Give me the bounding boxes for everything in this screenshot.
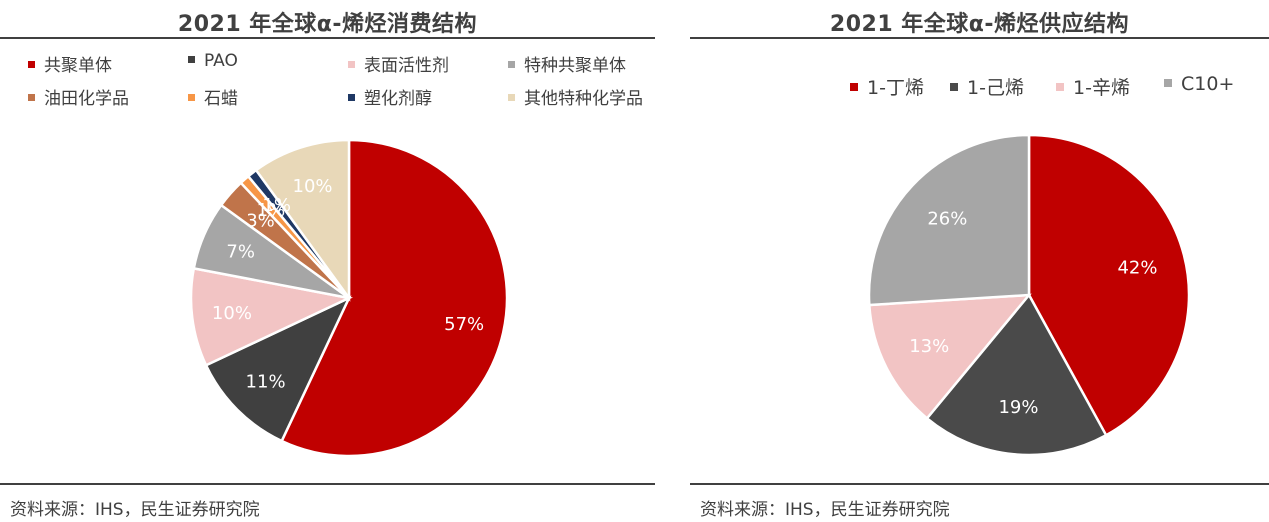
pie-slice-4 <box>867 133 1031 307</box>
legend-swatch <box>28 93 35 101</box>
legend-swatch <box>850 82 858 91</box>
pie-data-label-5: 3% <box>246 210 275 231</box>
legend-item-5: 油田化学品 <box>28 84 129 109</box>
right-pie-chart: 42% 19% 13% 26% <box>867 133 1191 457</box>
right-chart-panel: 2021 年全球α-烯烃供应结构 1-丁烯 1-己烯 1-辛烯 C10+ 42% 19%… <box>690 0 1269 522</box>
legend-label: 石蜡 <box>204 89 238 109</box>
left-top-rule <box>0 37 655 39</box>
legend-item-3: 1-辛烯 <box>1056 73 1130 100</box>
legend-item-1: 共聚单体 <box>28 51 112 76</box>
pie-data-label-1: 57% <box>444 314 484 335</box>
legend-item-2: 1-己烯 <box>950 73 1024 100</box>
legend-swatch <box>1056 82 1064 91</box>
pie-data-label-4: 26% <box>927 209 967 230</box>
legend-swatch <box>28 60 35 68</box>
legend-item-2: PAO <box>188 51 238 71</box>
pie-slice-3 <box>189 266 354 367</box>
right-top-rule <box>690 37 1269 39</box>
legend-swatch <box>508 93 515 101</box>
pie-data-label-6: 1% <box>257 200 286 221</box>
pie-data-label-8: 10% <box>293 176 333 197</box>
legend-item-3: 表面活性剂 <box>348 51 449 76</box>
right-source-note: 资料来源：IHS，民生证券研究院 <box>700 500 950 520</box>
left-chart-title: 2021 年全球α-烯烃消费结构 <box>177 12 478 37</box>
legend-item-1: 1-丁烯 <box>850 73 924 100</box>
legend-label: 油田化学品 <box>44 89 129 109</box>
pie-data-label-3: 13% <box>909 336 949 357</box>
legend-item-4: C10+ <box>1164 73 1234 95</box>
pie-slice-2 <box>204 295 352 443</box>
pie-slice-2 <box>925 292 1108 457</box>
legend-swatch <box>508 60 515 68</box>
right-bottom-rule <box>690 483 1269 485</box>
legend-label: PAO <box>204 51 238 71</box>
left-source-note: 资料来源：IHS，民生证券研究院 <box>10 500 260 520</box>
pie-data-label-2: 11% <box>246 372 286 393</box>
pie-slice-1 <box>280 138 509 458</box>
legend-item-4: 特种共聚单体 <box>508 51 626 76</box>
legend-swatch <box>950 82 958 91</box>
pie-data-label-1: 42% <box>1117 257 1157 278</box>
pie-slice-8 <box>254 138 351 302</box>
legend-label: 1-丁烯 <box>867 77 924 99</box>
right-chart-title: 2021 年全球α-烯烃供应结构 <box>829 12 1130 37</box>
legend-swatch <box>348 60 355 68</box>
legend-swatch <box>1164 78 1172 87</box>
left-chart-panel: 2021 年全球α-烯烃消费结构 共聚单体 PAO 表面活性剂 特种共聚单体油田化学品… <box>0 12 655 520</box>
left-bottom-rule <box>0 483 655 485</box>
pie-data-label-2: 19% <box>998 397 1038 418</box>
pie-slice-1 <box>1027 133 1191 437</box>
legend-label: 共聚单体 <box>44 56 112 76</box>
left-pie-chart: 57%11%10%7%3%1%1%10% <box>189 138 509 458</box>
legend-item-8: 其他特种化学品 <box>508 84 643 109</box>
pie-data-label-4: 7% <box>226 241 255 262</box>
legend-item-7: 塑化剂醇 <box>348 84 432 109</box>
pie-data-label-3: 10% <box>212 303 252 324</box>
legend-swatch <box>188 55 195 63</box>
legend-label: 1-辛烯 <box>1073 77 1130 99</box>
legend-label: 特种共聚单体 <box>524 56 626 76</box>
pie-data-label-7: 1% <box>262 195 291 216</box>
legend-label: 其他特种化学品 <box>524 89 643 109</box>
legend-label: C10+ <box>1181 73 1235 95</box>
legend-label: 1-己烯 <box>967 77 1024 99</box>
legend-swatch <box>348 93 355 101</box>
legend-swatch <box>188 93 195 101</box>
legend-label: 塑化剂醇 <box>364 89 432 109</box>
legend-label: 表面活性剂 <box>364 56 449 76</box>
pie-slice-3 <box>867 293 1032 421</box>
legend-item-6: 石蜡 <box>188 84 238 109</box>
